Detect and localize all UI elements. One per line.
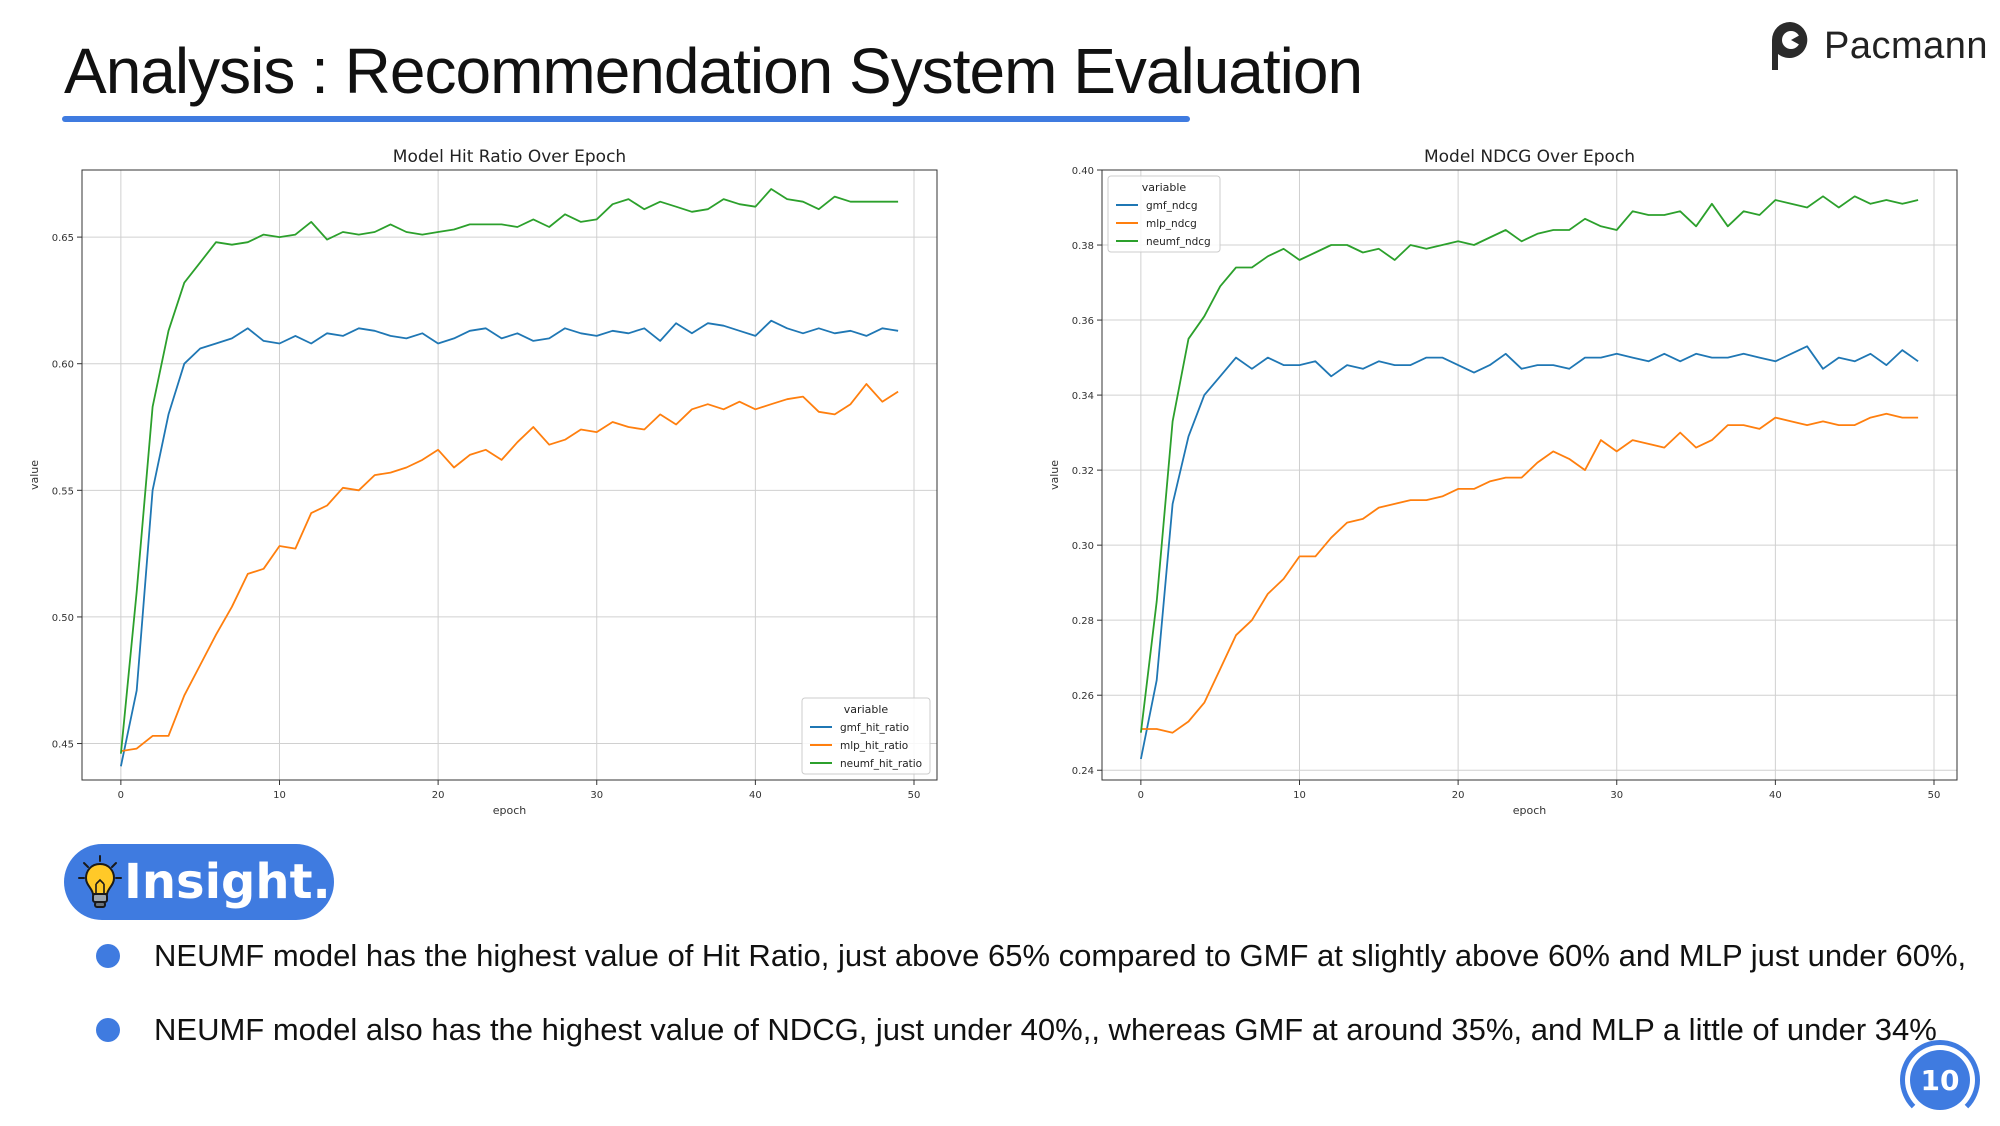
legend-title: variable [1142,181,1187,194]
title-underline [62,116,1190,122]
y-tick-label: 0.30 [1072,541,1094,552]
x-tick-label: 20 [432,790,445,801]
plot-frame [1101,169,1958,781]
chart-legend: variable gmf_hit_ratio mlp_hit_ratio neumf_… [801,697,931,775]
brand-logo: Pacmann [1770,20,1988,72]
lightbulb-icon [78,855,122,908]
chart-title: Model NDCG Over Epoch [1424,147,1635,167]
plot-frame [81,169,938,781]
x-tick-label: 40 [749,790,762,801]
x-tick-label: 0 [1138,790,1144,801]
legend-entry: neumf_ndcg [1146,236,1211,248]
page-number-ring [1900,1040,1980,1120]
y-tick-label: 0.65 [52,233,74,244]
ndcg-chart: Model NDCG Over Epoch 0 10 20 30 40 50 0.24 0.26… [1048,147,1958,817]
series-line-mlp_ndcg [1140,412,1919,734]
legend-entry: neumf_hit_ratio [840,758,922,770]
series-line-neumf_ndcg [1140,195,1919,733]
legend-entry: mlp_ndcg [1146,218,1197,230]
y-axis-label: value [1048,460,1061,490]
insight-text: NEUMF model has the highest value of Hit… [154,938,1967,973]
legend-title: variable [844,703,889,716]
y-tick-label: 0.26 [1072,691,1094,702]
y-tick-label: 0.34 [1072,391,1094,402]
chart-title: Model Hit Ratio Over Epoch [393,147,626,167]
y-tick-label: 0.38 [1072,241,1094,252]
y-tick-label: 0.32 [1072,466,1094,477]
legend-entry: gmf_hit_ratio [840,722,909,734]
legend-box [1107,175,1221,253]
hit-ratio-chart: Model Hit Ratio Over Epoch 0 10 20 30 40 50 0.4… [28,147,938,817]
series-line-gmf_hit_ratio [120,319,899,767]
legend-box [801,697,931,775]
x-tick-label: 30 [590,790,603,801]
insight-text: NEUMF model also has the highest value o… [154,1012,1937,1047]
x-axis-label: epoch [1513,804,1547,817]
insight-badge: Insight. [64,844,334,920]
x-tick-label: 0 [118,790,124,801]
insight-bullet: NEUMF model also has the highest value o… [96,1012,1937,1048]
series-line-neumf_hit_ratio [120,188,899,754]
bullet-dot [96,944,120,968]
x-tick-label: 40 [1769,790,1782,801]
x-tick-label: 10 [273,790,286,801]
legend-entry: mlp_hit_ratio [840,740,908,752]
x-tick-label: 10 [1293,790,1306,801]
page-title: Analysis : Recommendation System Evaluat… [64,35,1363,107]
series-line-mlp_hit_ratio [120,383,899,752]
brand-name: Pacmann [1824,24,1989,67]
x-tick-label: 30 [1610,790,1623,801]
x-tick-label: 50 [908,790,921,801]
y-tick-label: 0.60 [52,360,74,371]
y-tick-label: 0.24 [1072,766,1094,777]
legend-entry: gmf_ndcg [1146,200,1198,212]
insight-bullet: NEUMF model has the highest value of Hit… [96,938,1966,974]
chart-legend: variable gmf_ndcg mlp_ndcg neumf_ndcg [1107,175,1221,253]
y-tick-label: 0.45 [52,740,74,751]
pacmann-logo-icon [1772,22,1808,70]
y-tick-label: 0.40 [1072,166,1094,177]
y-axis-label: value [28,460,41,490]
y-tick-label: 0.50 [52,613,74,624]
insight-label: Insight. [124,854,331,910]
y-tick-label: 0.55 [52,486,74,497]
y-tick-label: 0.28 [1072,616,1094,627]
bullet-dot [96,1018,120,1042]
y-tick-label: 0.36 [1072,316,1094,327]
page-number: 10 [1910,1050,1970,1110]
x-axis-label: epoch [493,804,527,817]
x-tick-label: 50 [1928,790,1941,801]
page-number-badge: 10 [1900,1040,1980,1126]
x-tick-label: 20 [1452,790,1465,801]
series-line-gmf_ndcg [1140,345,1919,760]
